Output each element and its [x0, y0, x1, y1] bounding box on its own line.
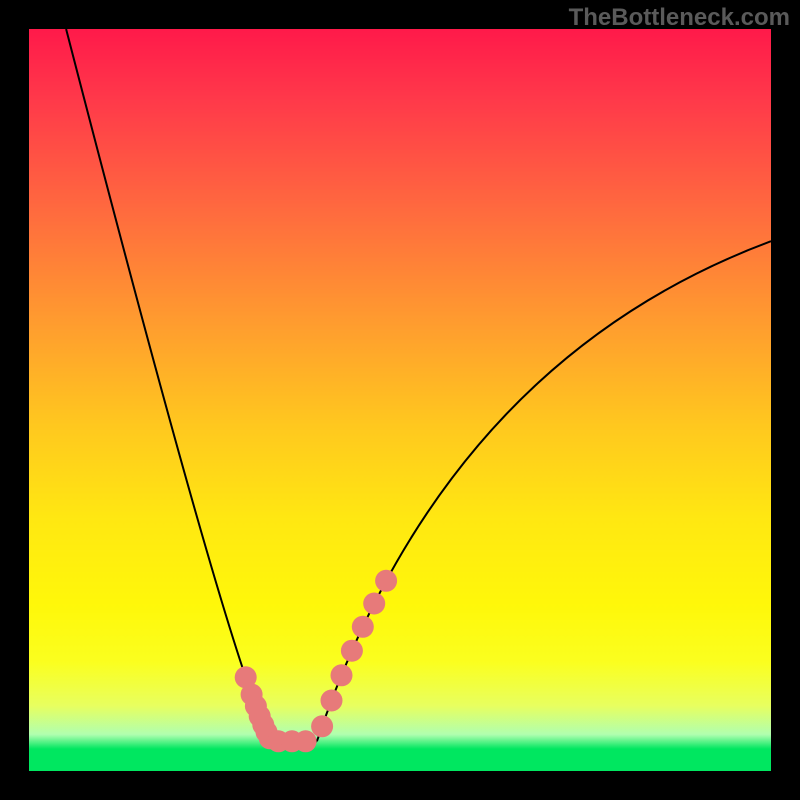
data-point	[331, 664, 353, 686]
data-point	[363, 593, 385, 615]
data-point	[375, 570, 397, 592]
watermark: TheBottleneck.com	[569, 4, 790, 32]
curve-overlay	[29, 29, 771, 771]
data-point	[341, 640, 363, 662]
data-point	[311, 715, 333, 737]
data-point	[295, 730, 317, 752]
curve-left	[66, 29, 272, 741]
data-points-group	[235, 570, 397, 753]
data-point	[352, 616, 374, 638]
data-point	[321, 690, 343, 712]
plot-frame	[29, 29, 771, 771]
curve-right	[317, 241, 771, 741]
